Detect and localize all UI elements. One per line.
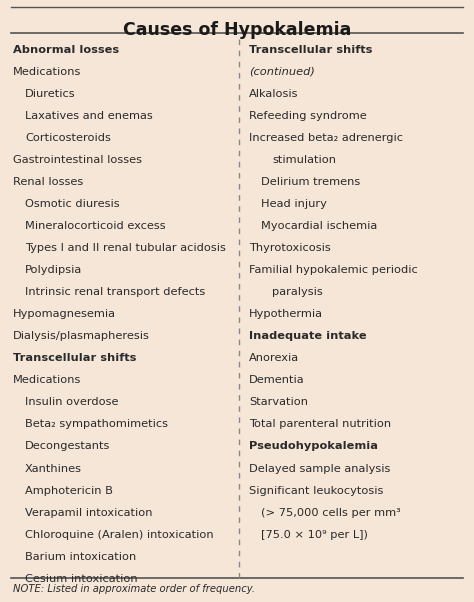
Text: stimulation: stimulation [273,155,337,165]
Text: Types I and II renal tubular acidosis: Types I and II renal tubular acidosis [25,243,226,253]
Text: Myocardial ischemia: Myocardial ischemia [261,221,377,231]
Text: Transcellular shifts: Transcellular shifts [249,45,372,55]
Text: Xanthines: Xanthines [25,464,82,474]
Text: Refeeding syndrome: Refeeding syndrome [249,111,366,120]
Text: Familial hypokalemic periodic: Familial hypokalemic periodic [249,265,418,275]
Text: (continued): (continued) [249,67,315,76]
Text: (> 75,000 cells per mm³: (> 75,000 cells per mm³ [261,507,401,518]
Text: NOTE: Listed in approximate order of frequency.: NOTE: Listed in approximate order of fre… [13,584,255,594]
Text: Starvation: Starvation [249,397,308,408]
Text: Medications: Medications [13,375,82,385]
Text: [75.0 × 10⁹ per L]): [75.0 × 10⁹ per L]) [261,530,367,539]
Text: Head injury: Head injury [261,199,327,209]
Text: Verapamil intoxication: Verapamil intoxication [25,507,153,518]
Text: Osmotic diuresis: Osmotic diuresis [25,199,119,209]
Text: Intrinsic renal transport defects: Intrinsic renal transport defects [25,287,205,297]
Text: Transcellular shifts: Transcellular shifts [13,353,137,363]
Text: Medications: Medications [13,67,82,76]
Text: Increased beta₂ adrenergic: Increased beta₂ adrenergic [249,132,403,143]
Text: Causes of Hypokalemia: Causes of Hypokalemia [123,20,351,39]
Text: Mineralocorticoid excess: Mineralocorticoid excess [25,221,165,231]
Text: Renal losses: Renal losses [13,177,83,187]
Text: Polydipsia: Polydipsia [25,265,82,275]
Text: Pseudohypokalemia: Pseudohypokalemia [249,441,378,452]
Text: paralysis: paralysis [273,287,323,297]
Text: Gastrointestinal losses: Gastrointestinal losses [13,155,142,165]
Text: Abnormal losses: Abnormal losses [13,45,119,55]
Text: Barium intoxication: Barium intoxication [25,551,136,562]
Text: Amphotericin B: Amphotericin B [25,486,113,495]
Text: Alkalosis: Alkalosis [249,88,298,99]
Text: Insulin overdose: Insulin overdose [25,397,118,408]
Text: Dementia: Dementia [249,375,304,385]
Text: Delayed sample analysis: Delayed sample analysis [249,464,390,474]
Text: Significant leukocytosis: Significant leukocytosis [249,486,383,495]
Text: Diuretics: Diuretics [25,88,75,99]
Text: Total parenteral nutrition: Total parenteral nutrition [249,420,391,429]
Text: Corticosteroids: Corticosteroids [25,132,111,143]
Text: Inadequate intake: Inadequate intake [249,331,366,341]
Text: Beta₂ sympathomimetics: Beta₂ sympathomimetics [25,420,168,429]
Text: Anorexia: Anorexia [249,353,299,363]
Text: Cesium intoxication: Cesium intoxication [25,574,137,584]
Text: Delirium tremens: Delirium tremens [261,177,360,187]
Text: Chloroquine (Aralen) intoxication: Chloroquine (Aralen) intoxication [25,530,214,539]
Text: Hypomagnesemia: Hypomagnesemia [13,309,116,319]
Text: Decongestants: Decongestants [25,441,110,452]
Text: Hypothermia: Hypothermia [249,309,323,319]
Text: Dialysis/plasmapheresis: Dialysis/plasmapheresis [13,331,150,341]
Text: Thyrotoxicosis: Thyrotoxicosis [249,243,330,253]
Text: Laxatives and enemas: Laxatives and enemas [25,111,153,120]
